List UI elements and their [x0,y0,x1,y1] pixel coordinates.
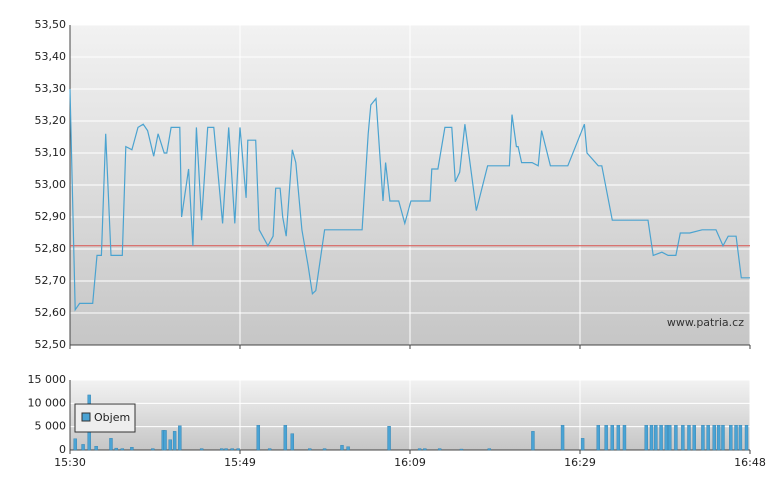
volume-bar [151,448,155,451]
legend-label: Objem [94,411,130,424]
volume-bar [701,425,705,451]
volume-bar [649,425,654,451]
volume-bar [692,425,696,451]
volume-bar [114,447,118,451]
volume-bar [674,425,678,451]
y-tick-label: 53,50 [35,18,67,31]
volume-bar [130,447,134,451]
volume-bar [73,438,77,451]
price-line [69,88,750,312]
y-tick-label: 10 000 [28,396,67,409]
volume-bar [219,448,224,451]
y-tick-label: 52,50 [35,338,67,351]
volume-bar [236,448,240,451]
volume-bar [531,431,535,451]
volume-bar [267,448,272,451]
volume-bar [340,445,344,451]
y-tick-label: 15 000 [28,373,67,386]
volume-bar [706,425,710,451]
y-tick-label: 53,20 [35,114,67,127]
volume-bar [729,425,733,451]
x-tick-label: 16:29 [564,456,596,469]
y-tick-label: 5 000 [35,420,67,433]
volume-bar [654,425,658,451]
volume-bar [417,448,422,451]
volume-bar [459,448,464,451]
x-tick-label: 16:09 [394,456,426,469]
y-tick-label: 53,10 [35,146,67,159]
y-tick-label: 53,30 [35,82,67,95]
volume-bar [738,425,743,451]
volume-bar [346,446,350,451]
volume-bar [172,431,177,451]
volume-bar [224,448,228,451]
volume-bar [622,425,627,451]
volume-bar [168,439,172,451]
volume-bar [487,448,492,451]
y-tick-label: 52,90 [35,210,67,223]
y-tick-label: 53,40 [35,50,67,63]
y-tick-label: 53,00 [35,178,67,191]
volume-bar [721,425,725,451]
volume-bar [664,425,669,451]
x-tick-label: 16:48 [734,456,766,469]
volume-bar [687,425,691,451]
volume-bar [659,425,663,451]
volume-bar [712,425,716,451]
volume-bar [109,438,113,451]
volume-bar [81,444,85,451]
volume-bar [283,425,288,451]
volume-bar [178,425,182,451]
volume-bar [560,425,565,451]
volume-bar [423,448,427,451]
volume-bar [596,425,601,451]
watermark: www.patria.cz [667,316,744,329]
volume-bar [322,448,327,451]
y-tick-label: 52,80 [35,242,67,255]
volume-bar [387,426,391,451]
y-tick-label: 0 [59,443,66,456]
volume-bar [580,438,585,451]
volume-bar [290,433,295,451]
volume-bar [668,425,672,451]
volume-bar [744,425,749,451]
volume-bar [681,425,685,451]
volume-bar [308,448,312,451]
volume-bar [256,425,261,451]
volume-bar [604,425,608,451]
volume-bar [163,430,167,451]
volume-bar [610,425,614,451]
volume-bar [230,448,234,451]
y-tick-label: 52,60 [35,306,67,319]
y-tick-label: 52,70 [35,274,67,287]
volume-bar [644,425,648,451]
volume-bar [120,448,125,451]
volume-bar [716,425,721,451]
volume-bar [437,448,442,451]
x-tick-label: 15:49 [224,456,256,469]
volume-bar [734,425,738,451]
volume-bar [94,446,98,451]
volume-bar [616,425,621,451]
x-tick-label: 15:30 [54,456,86,469]
legend-swatch [81,412,91,422]
volume-bar [199,448,204,451]
